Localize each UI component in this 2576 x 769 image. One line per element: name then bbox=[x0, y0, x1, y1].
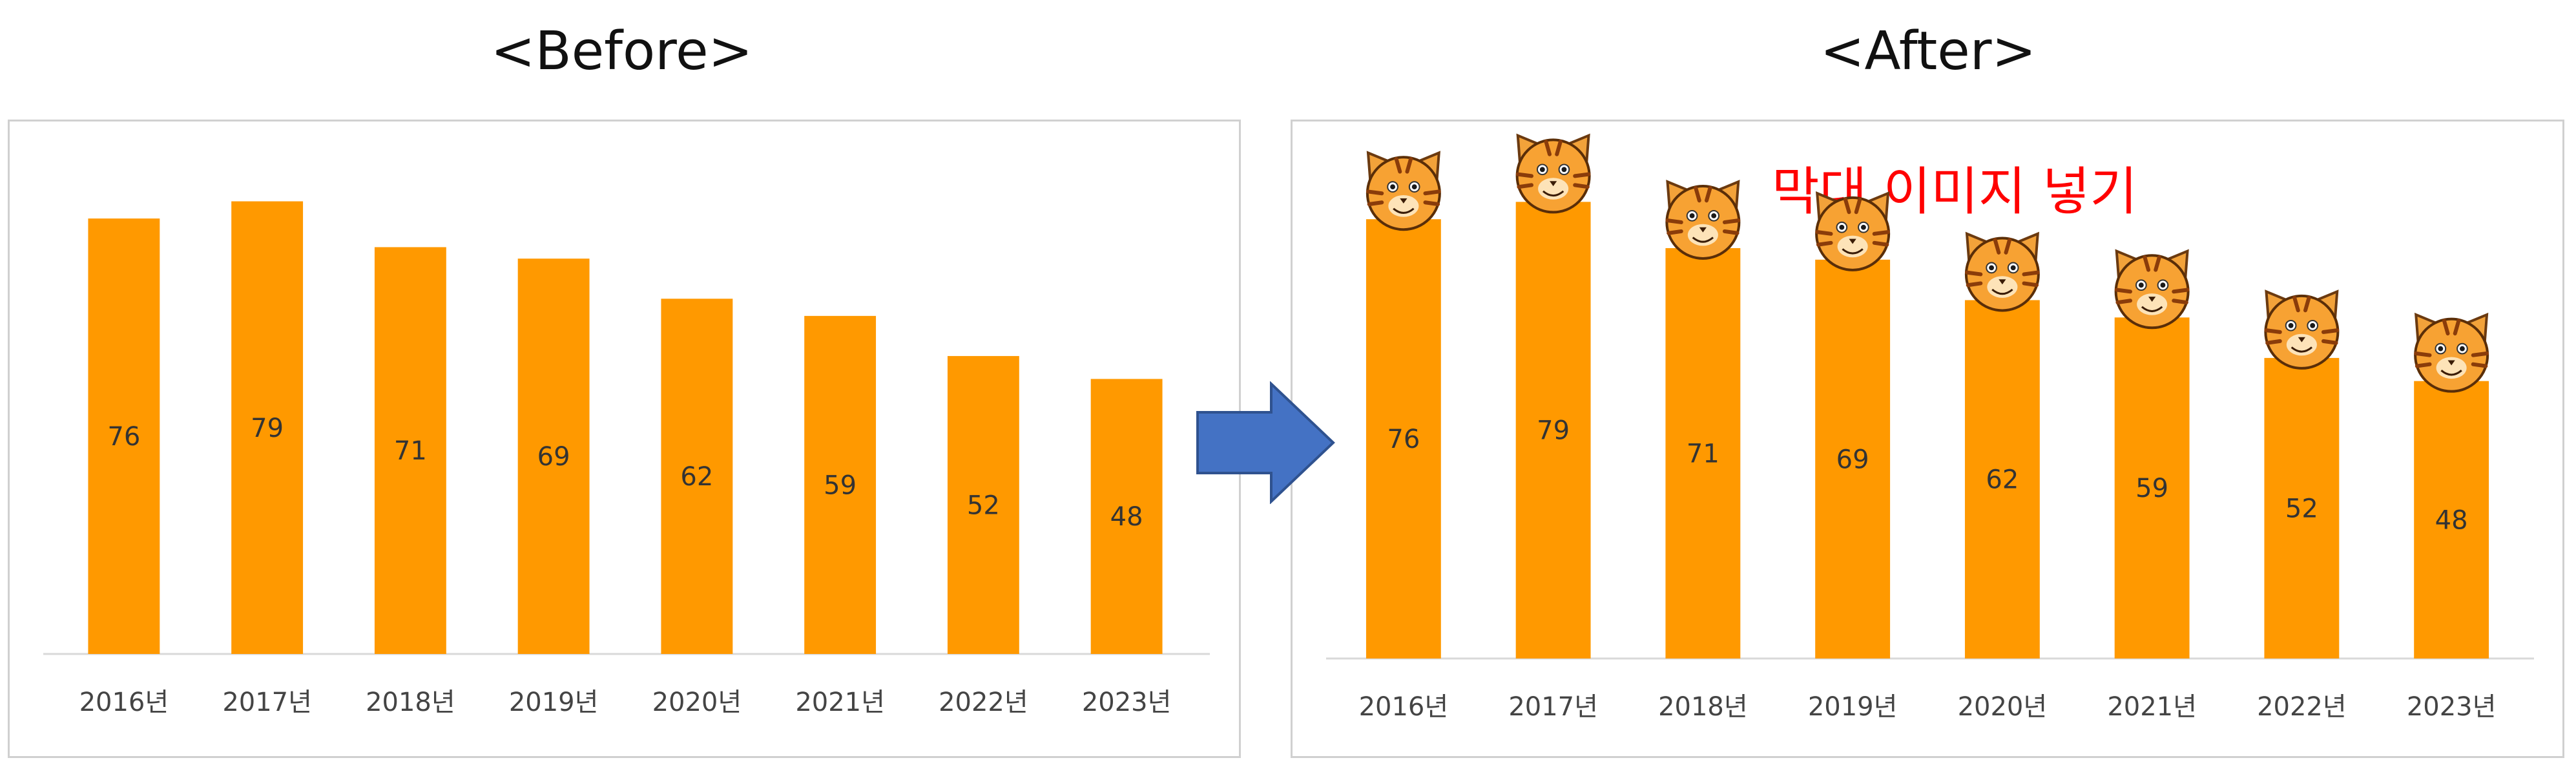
before-section-title: <Before> bbox=[490, 21, 753, 82]
bar-2017년 bbox=[231, 201, 304, 654]
bar-2016년 bbox=[88, 218, 160, 655]
after-section-title: <After> bbox=[1820, 21, 2037, 82]
bar-2017년 bbox=[1515, 202, 1591, 658]
data-label: 79 bbox=[1537, 416, 1570, 446]
data-label: 48 bbox=[2435, 505, 2468, 535]
x-tick-label: 2019년 bbox=[1808, 692, 1898, 722]
data-label: 76 bbox=[1387, 425, 1420, 454]
tiger-face-icon bbox=[2114, 249, 2190, 330]
before-chart-panel: 76 2016년 79 2017년 71 2018년 69 2019년 62 2020년 59 202… bbox=[8, 120, 1241, 758]
tiger-face-icon bbox=[1815, 191, 1891, 271]
data-label: 71 bbox=[394, 436, 427, 466]
tiger-face-icon bbox=[1665, 180, 1741, 260]
data-label: 48 bbox=[1110, 502, 1143, 532]
x-tick-label: 2018년 bbox=[366, 688, 455, 717]
bar-2019년 bbox=[517, 258, 590, 654]
bar-2021년 bbox=[2114, 317, 2190, 658]
data-label: 69 bbox=[537, 442, 570, 472]
bar-2018년 bbox=[1665, 248, 1741, 658]
before-bar-chart: 76 2016년 79 2017년 71 2018년 69 2019년 62 2020년 59 202… bbox=[43, 201, 1210, 717]
bar-2016년 bbox=[1366, 219, 1441, 658]
x-tick-label: 2023년 bbox=[1082, 688, 1172, 717]
x-tick-label: 2020년 bbox=[652, 688, 742, 717]
x-tick-label: 2023년 bbox=[2407, 692, 2497, 722]
tiger-face-icon bbox=[2414, 312, 2489, 393]
x-tick-label: 2016년 bbox=[1359, 692, 1449, 722]
data-label: 59 bbox=[824, 470, 857, 500]
x-tick-label: 2016년 bbox=[79, 688, 169, 717]
data-label: 52 bbox=[967, 490, 1000, 520]
bar-2018년 bbox=[374, 247, 446, 654]
bar-2021년 bbox=[804, 315, 877, 654]
tiger-face-icon bbox=[2264, 290, 2340, 370]
after-bar-chart: 막대 이미지 넣기762016년792017년712018년692019년622… bbox=[1326, 133, 2534, 722]
bar-2020년 bbox=[661, 299, 733, 654]
bar-2022년 bbox=[947, 355, 1019, 654]
right-arrow-icon bbox=[1196, 381, 1335, 504]
x-tick-label: 2017년 bbox=[222, 688, 312, 717]
tiger-face-icon bbox=[1366, 151, 1441, 231]
tiger-face-icon bbox=[1515, 133, 1591, 214]
bar-2020년 bbox=[1964, 300, 2040, 658]
x-tick-label: 2021년 bbox=[2107, 692, 2197, 722]
x-tick-label: 2022년 bbox=[939, 688, 1028, 717]
data-label: 76 bbox=[107, 422, 140, 452]
data-label: 79 bbox=[251, 414, 284, 443]
data-label: 62 bbox=[1986, 465, 2019, 495]
tiger-face-icon bbox=[1964, 231, 2040, 312]
x-tick-label: 2017년 bbox=[1508, 692, 1598, 722]
x-tick-label: 2020년 bbox=[1958, 692, 2048, 722]
x-tick-label: 2022년 bbox=[2257, 692, 2347, 722]
x-tick-label: 2019년 bbox=[509, 688, 599, 717]
bar-2019년 bbox=[1815, 259, 1891, 658]
x-tick-label: 2018년 bbox=[1658, 692, 1748, 722]
data-label: 71 bbox=[1687, 439, 1719, 469]
data-label: 59 bbox=[2135, 474, 2168, 503]
bar-2022년 bbox=[2264, 357, 2340, 658]
bar-2023년 bbox=[2414, 381, 2489, 658]
data-label: 52 bbox=[2285, 494, 2318, 523]
bar-2023년 bbox=[1090, 379, 1163, 654]
x-tick-label: 2021년 bbox=[795, 688, 885, 717]
data-label: 62 bbox=[680, 462, 713, 492]
data-label: 69 bbox=[1836, 445, 1869, 474]
after-chart-panel: 막대 이미지 넣기 76 2016년 79 2017년 71 2018년 69 2019년 62 2… bbox=[1291, 120, 2564, 758]
